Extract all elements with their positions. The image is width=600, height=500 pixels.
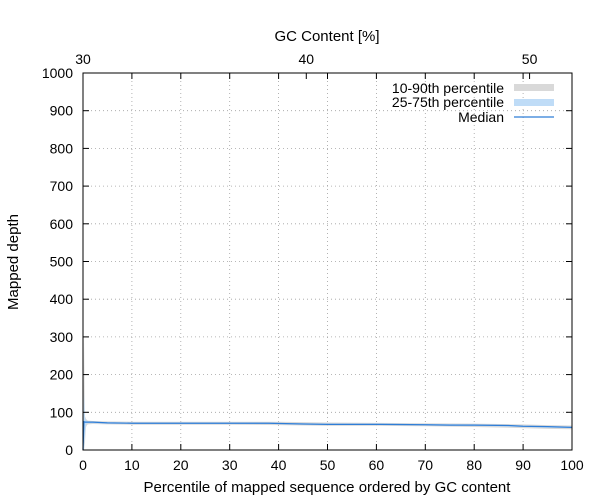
legend-label-median: Median bbox=[458, 109, 504, 125]
legend-swatch-p25-75 bbox=[514, 99, 554, 106]
y-tick-label: 300 bbox=[50, 329, 74, 345]
x-tick-label: 0 bbox=[79, 457, 87, 473]
top-axis-title: GC Content [%] bbox=[274, 28, 379, 45]
tick-layer: 0 10 20 30 40 50 60 70 80 90 100010020030040050060… bbox=[42, 51, 584, 473]
line-layer bbox=[82, 420, 573, 451]
y-tick-label: 100 bbox=[50, 404, 74, 420]
x-tick-label: 20 bbox=[173, 457, 189, 473]
y-tick-label: 400 bbox=[50, 291, 74, 307]
y-tick-label: 0 bbox=[65, 442, 73, 458]
x-tick-label: 80 bbox=[466, 457, 482, 473]
x-tick-label: 50 bbox=[320, 457, 336, 473]
legend-label-p25-75: 25-75th percentile bbox=[392, 94, 504, 110]
y-tick-label: 600 bbox=[50, 216, 74, 232]
y-tick-label: 900 bbox=[50, 103, 74, 119]
top-tick-label: 50 bbox=[522, 51, 538, 67]
top-tick-label: 40 bbox=[298, 51, 314, 67]
y-tick-label: 500 bbox=[50, 254, 74, 270]
y-tick-label: 200 bbox=[50, 367, 74, 383]
median-line bbox=[82, 420, 573, 451]
y-tick-label: 800 bbox=[50, 140, 74, 156]
y-tick-label: 700 bbox=[50, 178, 74, 194]
x-tick-label: 10 bbox=[124, 457, 140, 473]
x-tick-label: 100 bbox=[560, 457, 584, 473]
y-tick-label: 1000 bbox=[42, 65, 73, 81]
top-tick-label: 30 bbox=[75, 51, 91, 67]
x-axis-title: Percentile of mapped sequence ordered by… bbox=[144, 479, 512, 496]
legend: 10-90th percentile 25-75th percentile Me… bbox=[392, 80, 554, 125]
x-tick-label: 90 bbox=[515, 457, 531, 473]
legend-swatch-p10-90 bbox=[514, 84, 554, 91]
legend-label-p10-90: 10-90th percentile bbox=[392, 80, 504, 96]
x-tick-label: 30 bbox=[222, 457, 238, 473]
y-axis-title: Mapped depth bbox=[5, 214, 22, 310]
grid-layer bbox=[83, 73, 572, 450]
x-tick-label: 40 bbox=[271, 457, 287, 473]
x-tick-label: 70 bbox=[418, 457, 434, 473]
x-tick-label: 60 bbox=[369, 457, 385, 473]
